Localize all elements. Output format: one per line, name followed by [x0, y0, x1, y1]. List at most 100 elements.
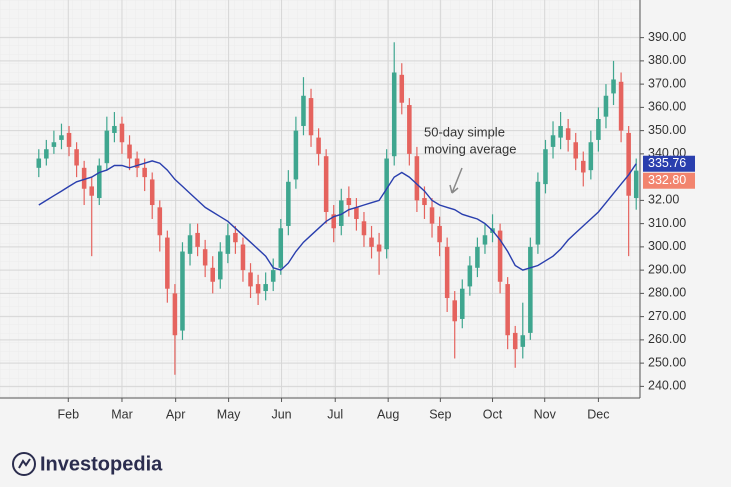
x-tick-label: Feb: [58, 407, 80, 421]
candle-body: [142, 167, 147, 178]
candle-body: [255, 284, 261, 294]
candle-body: [97, 165, 102, 199]
candle-body: [59, 135, 64, 140]
candle-body: [543, 149, 548, 185]
candle-body: [301, 95, 306, 126]
paper-grid: [0, 0, 640, 398]
candle-body: [240, 244, 246, 271]
candle-body: [323, 156, 329, 212]
y-tick-label: 300.00: [648, 239, 686, 253]
candle-body: [452, 300, 457, 322]
logo: Investopedia: [12, 452, 163, 476]
candle-body: [104, 130, 110, 164]
x-tick-label: Jul: [327, 407, 343, 421]
candle-body: [588, 142, 594, 171]
y-tick-label: 310.00: [648, 216, 686, 230]
candle-body: [565, 128, 571, 140]
candle-body: [467, 265, 473, 287]
y-tick-label: 390.00: [648, 30, 686, 44]
candle-body: [225, 235, 231, 254]
candle-body: [376, 244, 382, 252]
y-tick-label: 360.00: [648, 100, 686, 114]
candle-body: [316, 137, 321, 154]
candle-body: [361, 221, 367, 236]
candle-body: [233, 232, 238, 243]
candle-body: [581, 160, 586, 173]
y-tick-label: 250.00: [648, 355, 686, 369]
candle-body: [81, 167, 87, 189]
candle-body: [497, 230, 503, 282]
y-tick-label: 280.00: [648, 286, 686, 300]
x-tick-label: Sep: [429, 407, 451, 421]
candle-body: [626, 132, 631, 196]
candle-body: [74, 149, 79, 166]
candle-body: [308, 98, 314, 136]
candle-body: [520, 335, 526, 347]
moving-average-line: [38, 160, 637, 271]
candle-body: [596, 119, 601, 140]
y-tick-label: 370.00: [648, 76, 686, 90]
price-label-box: [643, 172, 695, 189]
candle-body: [51, 142, 57, 147]
candle-body: [339, 200, 344, 226]
candle-body: [119, 123, 125, 143]
price-label-box: [643, 155, 695, 172]
candle-body: [195, 232, 200, 247]
annotation: moving average: [424, 141, 517, 156]
y-tick-label: 380.00: [648, 53, 686, 67]
candle-body: [535, 181, 541, 245]
y-tick-label: 32.00: [648, 193, 679, 207]
candle-body: [165, 237, 170, 289]
candle-body: [505, 284, 510, 336]
candle-body: [633, 170, 639, 199]
candle-body: [391, 72, 397, 157]
candle-body: [112, 125, 117, 133]
y-tick-label: 290.00: [648, 262, 686, 276]
candle-body: [528, 246, 533, 333]
candle-body: [248, 272, 253, 287]
candle-body: [331, 214, 336, 229]
candle-body: [89, 186, 94, 196]
candle-body: [437, 225, 442, 243]
y-tick-label: 270.00: [648, 309, 686, 323]
logo-icon: [12, 452, 36, 476]
candle-body: [512, 332, 518, 350]
candle-body: [180, 251, 185, 331]
candle-body: [354, 207, 359, 219]
x-tick-label: Jun: [271, 407, 291, 421]
candle-body: [66, 132, 72, 147]
brand: Investopedia: [40, 453, 163, 475]
candle-body: [618, 81, 624, 131]
candle-body: [134, 158, 140, 168]
candle-body: [429, 207, 435, 224]
candle-body: [460, 288, 465, 319]
candle-body: [346, 198, 352, 206]
candle-body: [278, 228, 284, 268]
x-tick-label: Nov: [534, 407, 557, 421]
annotation-arrow: [449, 167, 463, 194]
candle-body: [369, 237, 374, 247]
candle-body: [611, 79, 616, 94]
candle-body: [422, 198, 427, 206]
candle-body: [399, 74, 405, 103]
price-label: 332.80: [648, 173, 686, 187]
candle-body: [475, 246, 480, 268]
candle-body: [172, 293, 178, 336]
candle-body: [157, 207, 163, 236]
candle-body: [44, 149, 49, 159]
y-tick-label: 240.00: [648, 379, 686, 393]
annotation: 50-day simple: [424, 124, 505, 139]
candle-body: [202, 249, 208, 266]
candle-body: [444, 246, 450, 299]
logo-icon: [18, 458, 31, 469]
candle-body: [603, 95, 609, 117]
price-label: 335.76: [648, 156, 686, 170]
x-tick-label: Aug: [377, 407, 399, 421]
candle-body: [187, 235, 193, 254]
x-tick-label: May: [217, 407, 241, 421]
candle-body: [558, 125, 563, 138]
x-tick-label: Dec: [587, 407, 609, 421]
candle-body: [384, 158, 389, 250]
